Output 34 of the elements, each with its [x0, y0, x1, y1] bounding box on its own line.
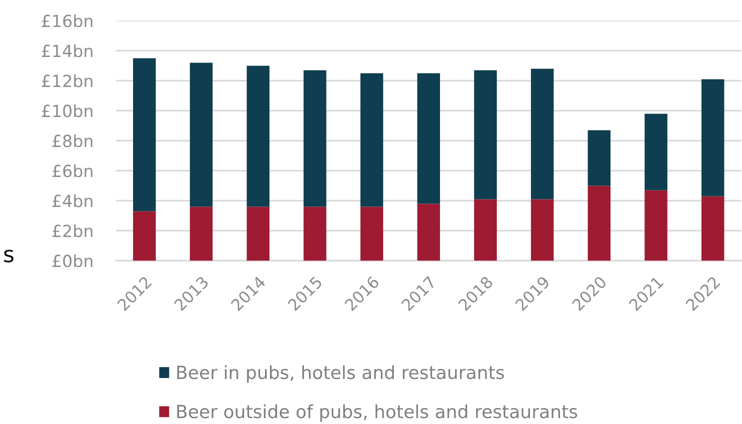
bar: [190, 206, 213, 261]
bar: [701, 196, 724, 261]
y-tick-label: £12bn: [42, 74, 92, 88]
y-tick-label: £8bn: [52, 134, 92, 148]
y-tick-label: £6bn: [52, 164, 92, 178]
bar: [304, 70, 326, 207]
bar: [417, 73, 440, 204]
bar: [530, 199, 554, 261]
bar: [644, 114, 668, 190]
bar: [417, 204, 440, 261]
legend-label: Beer outside of pubs, hotels and restaurants: [177, 404, 578, 422]
y-tick-label: £2bn: [52, 224, 92, 238]
bar: [246, 66, 270, 207]
y-tick-label: £0bn: [52, 254, 92, 268]
bar: [588, 130, 611, 186]
bar: [246, 206, 270, 261]
y-tick-label: £14bn: [42, 44, 92, 58]
bar: [530, 68, 554, 200]
y-tick-label: £16bn: [42, 14, 92, 28]
bar: [133, 58, 156, 212]
bar: [360, 73, 384, 207]
bar: [474, 199, 497, 261]
text: s: [4, 250, 14, 262]
y-tick-label: £10bn: [42, 104, 92, 118]
bar: [133, 211, 156, 261]
bar: [588, 186, 611, 261]
y-tick-label: £4bn: [52, 194, 92, 208]
bar: [701, 79, 724, 196]
bar: [644, 190, 668, 261]
legend-label: Beer in pubs, hotels and restaurants: [177, 365, 504, 383]
bar: [360, 206, 384, 261]
bar: [304, 206, 326, 261]
bar: [474, 70, 497, 200]
bar: [190, 62, 213, 207]
